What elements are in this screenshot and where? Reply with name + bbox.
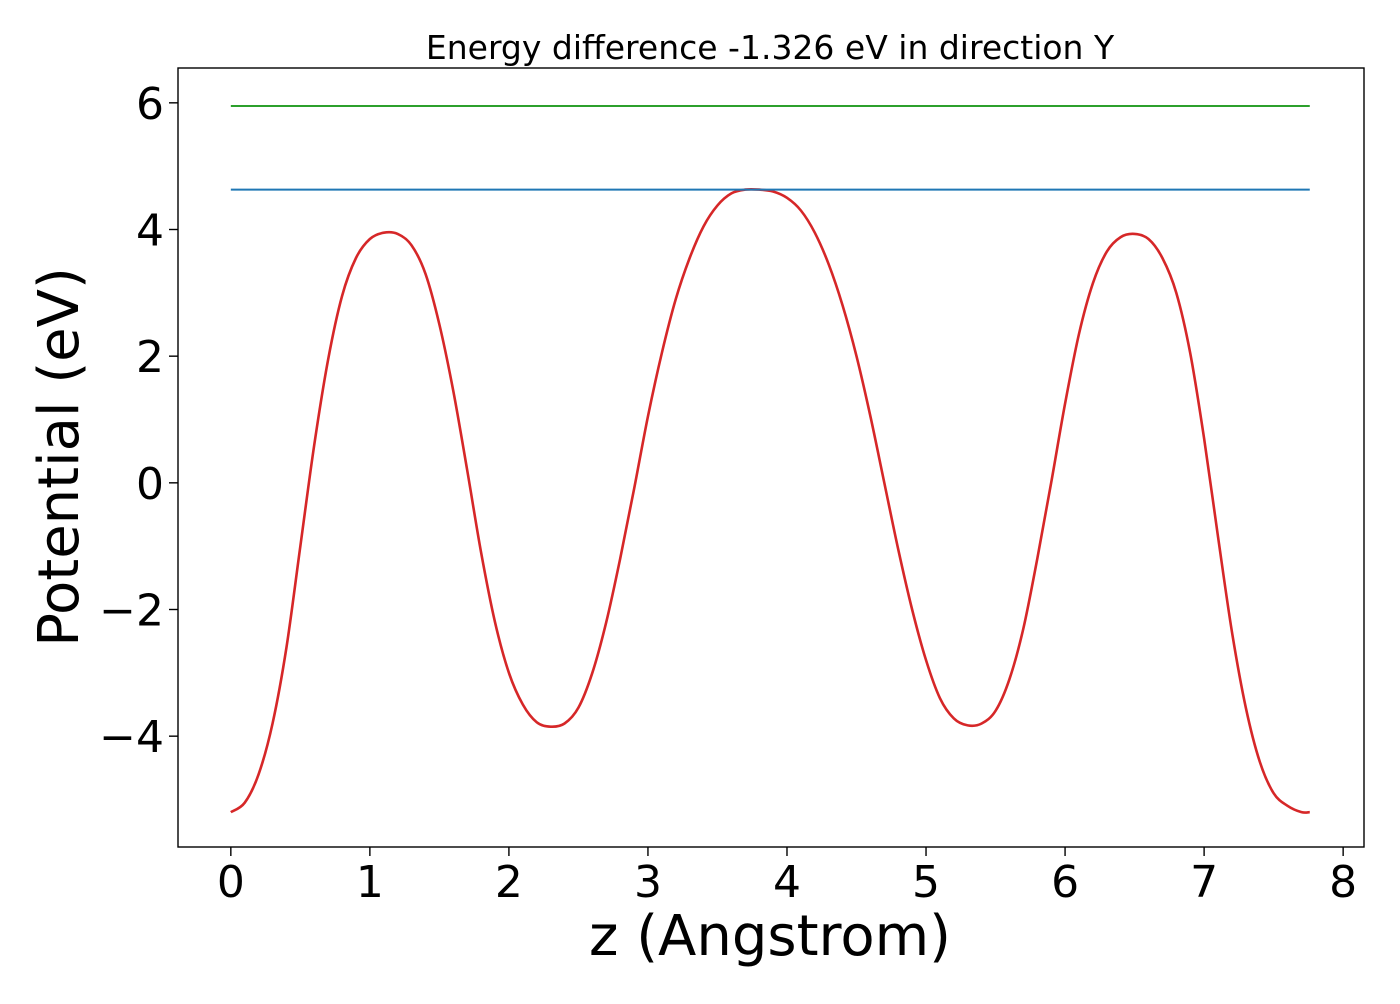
series-line-1 bbox=[230, 187, 1310, 814]
x-axis-ticks: 0 1 2 3 4 5 6 7 8 bbox=[217, 847, 1357, 908]
x-tick-label: 4 bbox=[773, 857, 801, 908]
x-tick-label: 6 bbox=[1051, 857, 1079, 908]
y-tick-label: 2 bbox=[136, 332, 164, 383]
chart-title: Energy difference -1.326 eV in direction… bbox=[426, 28, 1115, 67]
y-tick-label: −4 bbox=[99, 712, 164, 763]
y-tick-label: −2 bbox=[99, 586, 164, 637]
y-tick-label: 6 bbox=[136, 79, 164, 130]
y-axis-ticks: −4 −2 0 2 4 6 bbox=[99, 79, 178, 763]
x-axis-label: z (Angstrom) bbox=[589, 904, 951, 969]
x-tick-label: 5 bbox=[912, 857, 940, 908]
x-tick-label: 3 bbox=[634, 857, 662, 908]
series-layer bbox=[230, 105, 1310, 814]
x-tick-label: 7 bbox=[1190, 857, 1218, 908]
x-tick-label: 8 bbox=[1329, 857, 1357, 908]
y-axis-label: Potential (eV) bbox=[27, 267, 92, 647]
x-tick-label: 1 bbox=[356, 857, 384, 908]
x-tick-label: 0 bbox=[217, 857, 245, 908]
y-tick-label: 4 bbox=[136, 206, 164, 257]
plot-frame bbox=[177, 67, 1365, 848]
x-tick-label: 2 bbox=[495, 857, 523, 908]
y-tick-label: 0 bbox=[136, 459, 164, 510]
